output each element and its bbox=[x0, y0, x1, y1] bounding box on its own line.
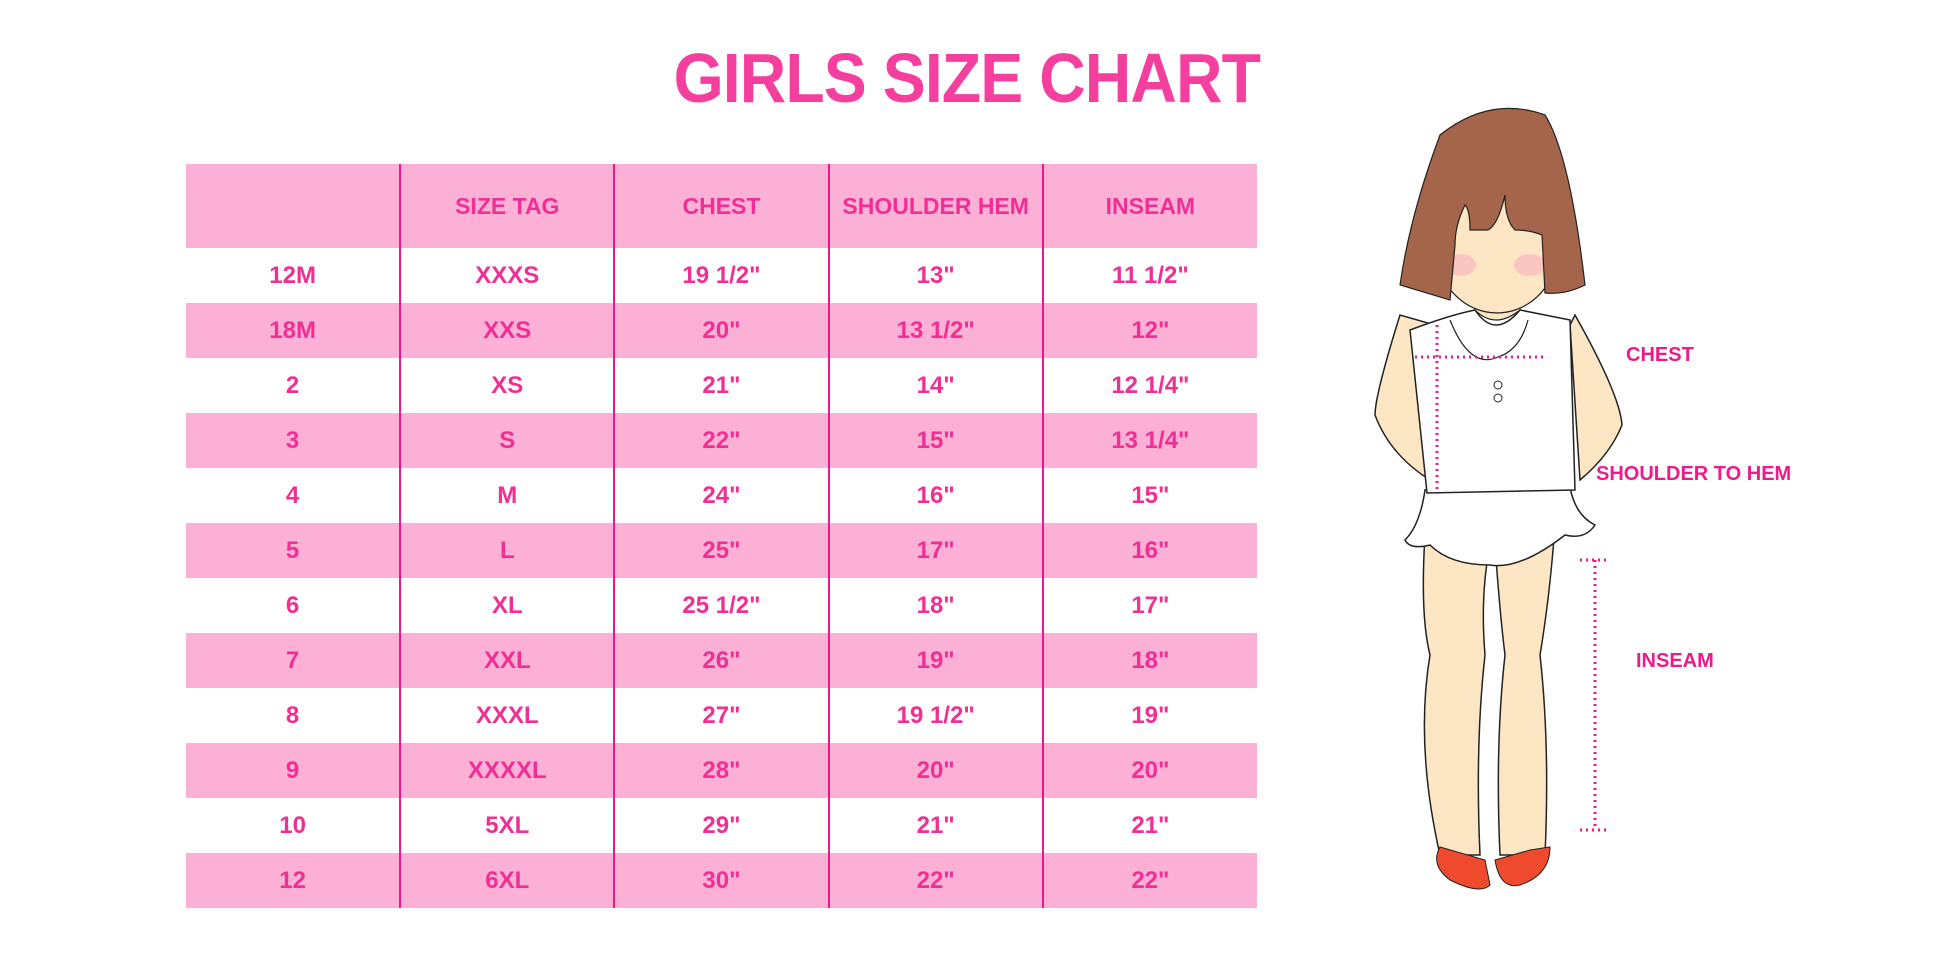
table-row: 4 M 24" 16" 15" bbox=[186, 468, 1257, 523]
table-cell: 16" bbox=[1041, 523, 1257, 578]
table-cell: 10 bbox=[279, 811, 306, 839]
table-cell: 25 1/2" bbox=[613, 578, 829, 633]
table-row: 10 5XL 29" 21" 21" bbox=[186, 798, 1257, 853]
table-cell: 13 1/4" bbox=[1041, 413, 1257, 468]
table-cell: XXXXL bbox=[399, 743, 615, 798]
table-cell: 22" bbox=[613, 413, 829, 468]
table-cell: 29" bbox=[613, 798, 829, 853]
shoulder-to-hem-label: SHOULDER TO HEM bbox=[1596, 463, 1792, 485]
header-cell: SIZE TAG bbox=[399, 164, 615, 248]
table-cell: 8 bbox=[285, 701, 300, 729]
table-row: 6 XL 25 1/2" 18" 17" bbox=[186, 578, 1257, 633]
table-cell: 6 bbox=[285, 591, 300, 619]
table-cell: 13" bbox=[827, 248, 1043, 303]
table-cell: 20" bbox=[827, 743, 1043, 798]
table-cell: 13 1/2" bbox=[827, 303, 1043, 358]
table-row: 3 S 22" 15" 13 1/4" bbox=[186, 413, 1257, 468]
table-row: 9 XXXXL 28" 20" 20" bbox=[186, 743, 1257, 798]
table-cell: 22" bbox=[827, 853, 1043, 908]
table-cell: 17" bbox=[1041, 578, 1257, 633]
table-cell: 20" bbox=[613, 303, 829, 358]
table-cell: 22" bbox=[1041, 853, 1257, 908]
header-cell bbox=[186, 164, 401, 248]
table-cell: 15" bbox=[827, 413, 1043, 468]
table-cell: XXXS bbox=[399, 248, 615, 303]
table-row: 5 L 25" 17" 16" bbox=[186, 523, 1257, 578]
table-cell: 18" bbox=[827, 578, 1043, 633]
table-cell: S bbox=[399, 413, 615, 468]
table-cell: M bbox=[399, 468, 615, 523]
table-cell: 12" bbox=[1041, 303, 1257, 358]
table-row: 2 XS 21" 14" 12 1/4" bbox=[186, 358, 1257, 413]
table-cell: XS bbox=[399, 358, 615, 413]
table-cell: 19" bbox=[1041, 688, 1257, 743]
table-cell: 21" bbox=[827, 798, 1043, 853]
table-cell: 12 1/4" bbox=[1041, 358, 1257, 413]
table-cell: 18M bbox=[186, 303, 401, 358]
table-cell: 4 bbox=[285, 481, 300, 509]
table-cell: 30" bbox=[613, 853, 829, 908]
size-chart-table: SIZE TAG CHEST SHOULDER HEM INSEAM 12M XX… bbox=[186, 164, 1257, 908]
table-row: 8 XXXL 27" 19 1/2" 19" bbox=[186, 688, 1257, 743]
table-cell: 21" bbox=[613, 358, 829, 413]
table-cell: 7 bbox=[186, 633, 401, 688]
table-cell: 12 bbox=[186, 853, 401, 908]
table-cell: 27" bbox=[613, 688, 829, 743]
inseam-label: INSEAM bbox=[1636, 650, 1714, 672]
chest-label: CHEST bbox=[1626, 344, 1694, 366]
table-cell: 18" bbox=[1041, 633, 1257, 688]
table-cell: 19" bbox=[827, 633, 1043, 688]
table-cell: 5 bbox=[186, 523, 401, 578]
table-cell: 20" bbox=[1041, 743, 1257, 798]
table-cell: 16" bbox=[827, 468, 1043, 523]
table-row: 12M XXXS 19 1/2" 13" 11 1/2" bbox=[186, 248, 1257, 303]
table-row: 18M XXS 20" 13 1/2" 12" bbox=[186, 303, 1257, 358]
table-cell: 2 bbox=[285, 371, 300, 399]
table-cell: XXL bbox=[399, 633, 615, 688]
table-cell: 21" bbox=[1041, 798, 1257, 853]
table-cell: 17" bbox=[827, 523, 1043, 578]
table-cell: 19 1/2" bbox=[613, 248, 829, 303]
page-title: GIRLS SIZE CHART bbox=[673, 39, 1261, 117]
table-cell: 24" bbox=[613, 468, 829, 523]
header-cell: SHOULDER HEM bbox=[827, 164, 1043, 248]
table-cell: XXXL bbox=[399, 688, 615, 743]
table-cell: 11 1/2" bbox=[1041, 248, 1257, 303]
table-cell: 28" bbox=[613, 743, 829, 798]
table-cell: 15" bbox=[1041, 468, 1257, 523]
table-cell: L bbox=[399, 523, 615, 578]
table-cell: 26" bbox=[613, 633, 829, 688]
girl-illustration bbox=[1374, 107, 1623, 890]
header-cell: INSEAM bbox=[1041, 164, 1257, 248]
table-cell: 5XL bbox=[399, 798, 615, 853]
table-row: 12 6XL 30" 22" 22" bbox=[186, 853, 1257, 908]
table-cell: 3 bbox=[186, 413, 401, 468]
header-row: SIZE TAG CHEST SHOULDER HEM INSEAM bbox=[186, 164, 1257, 248]
table-cell: 6XL bbox=[399, 853, 615, 908]
table-row: 7 XXL 26" 19" 18" bbox=[186, 633, 1257, 688]
table-cell: 19 1/2" bbox=[827, 688, 1043, 743]
table-cell: 14" bbox=[827, 358, 1043, 413]
table-cell: XL bbox=[399, 578, 615, 633]
header-cell: CHEST bbox=[613, 164, 829, 248]
table-cell: 12M bbox=[269, 261, 316, 289]
table-cell: 9 bbox=[186, 743, 401, 798]
table-cell: XXS bbox=[399, 303, 615, 358]
table-cell: 25" bbox=[613, 523, 829, 578]
